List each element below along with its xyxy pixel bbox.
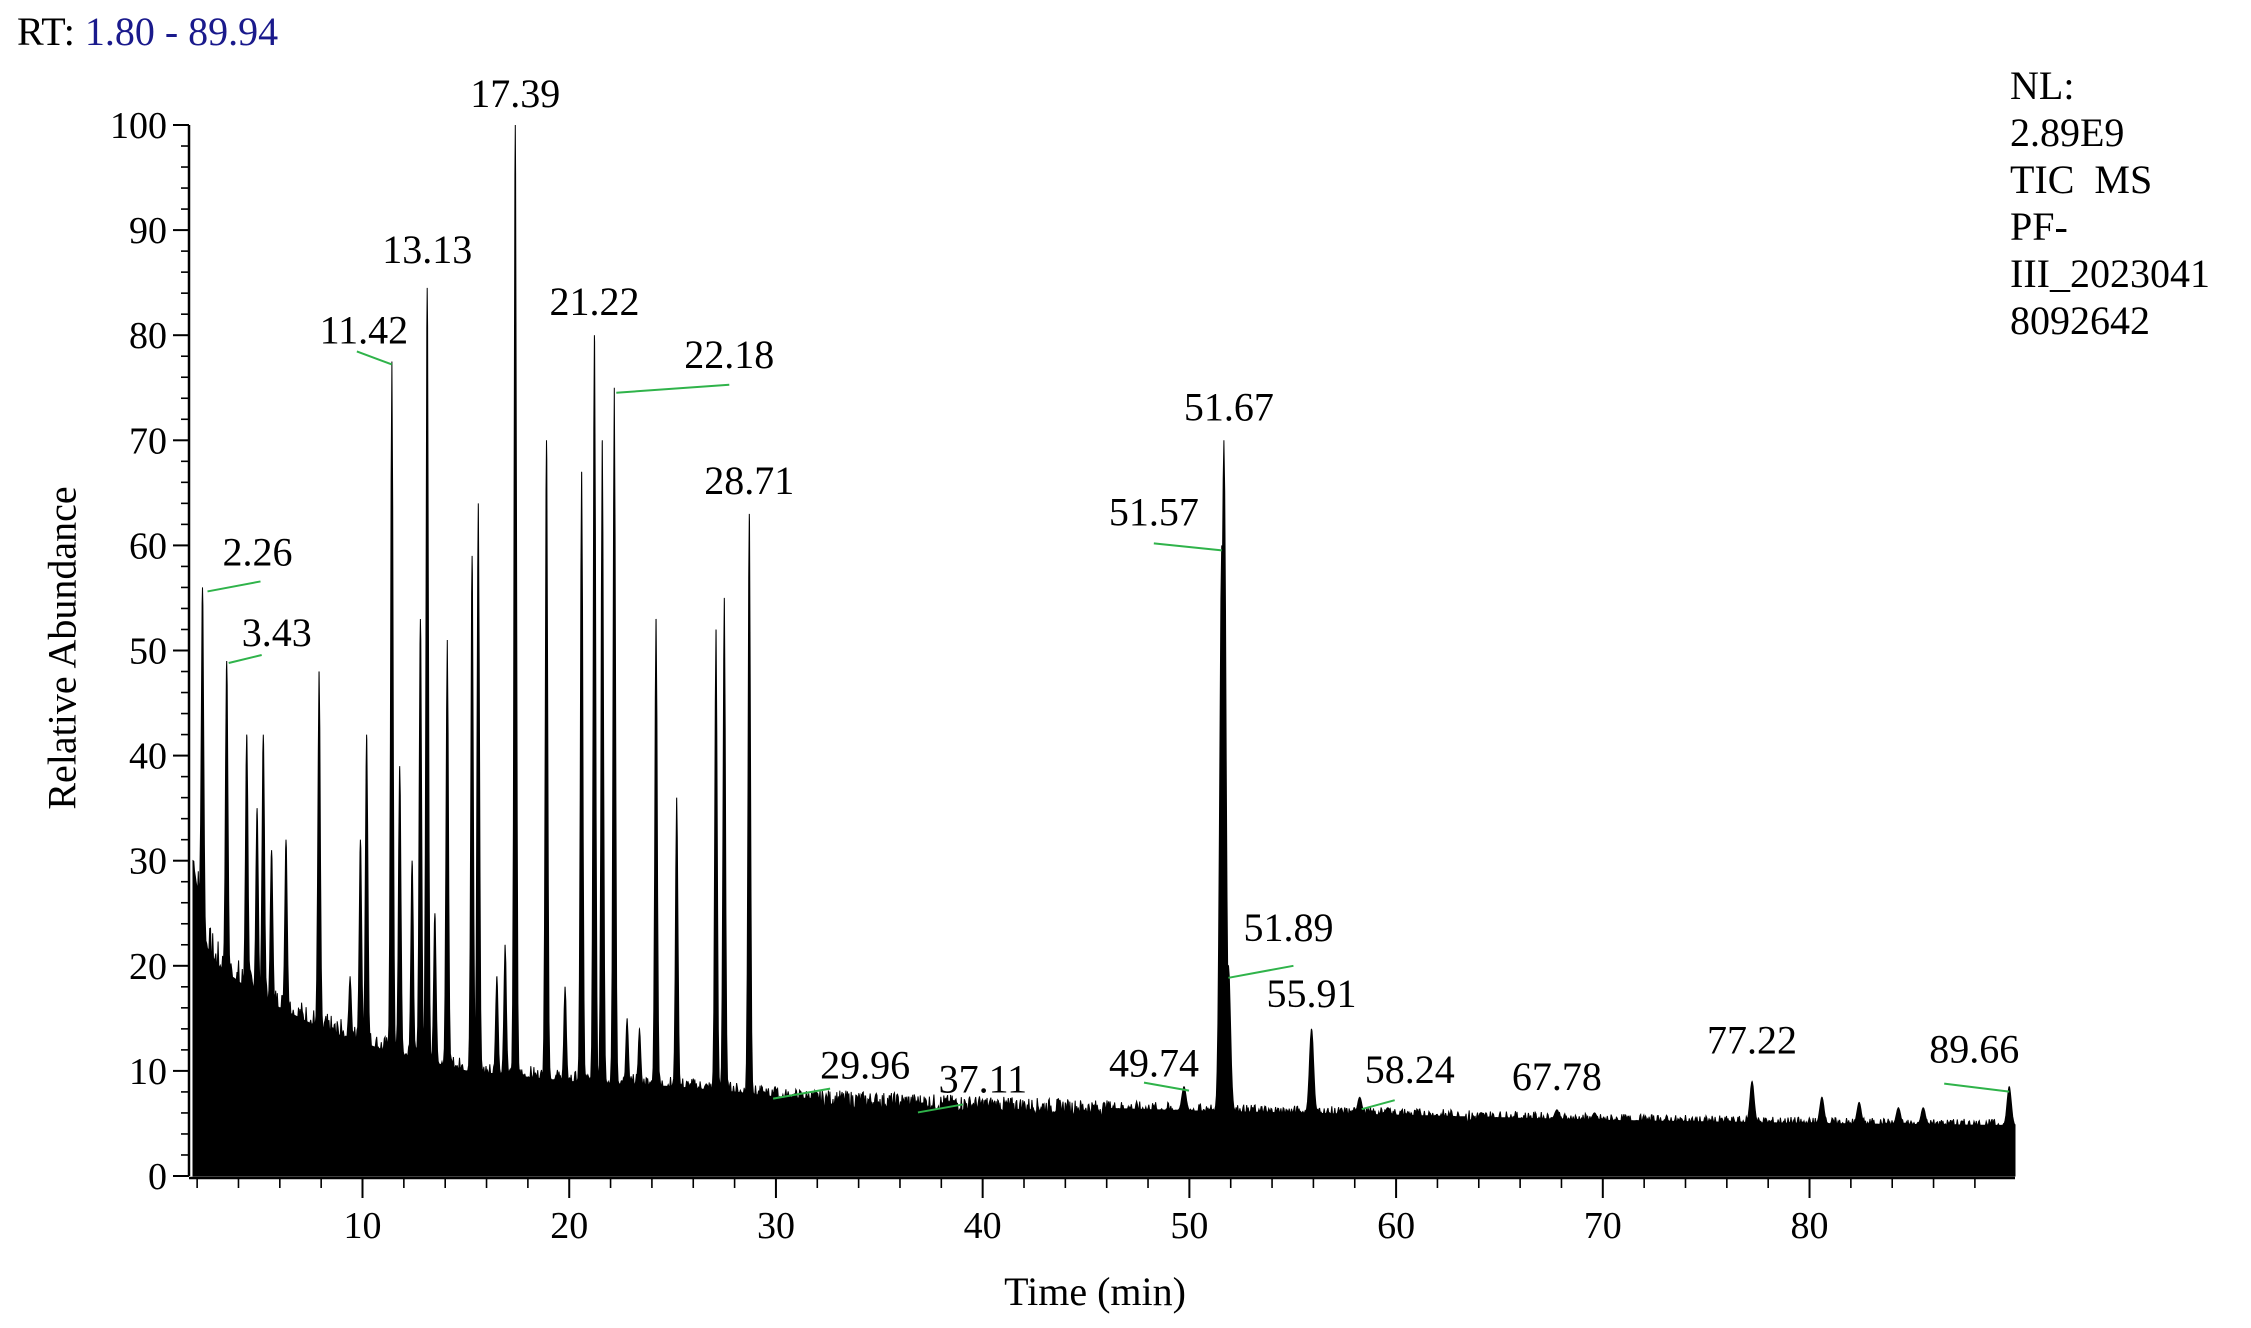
peak-label: 55.91 bbox=[1267, 971, 1357, 1016]
y-tick-label: 30 bbox=[129, 841, 167, 883]
peak-leader-line bbox=[207, 580, 261, 593]
peak-leader-line bbox=[917, 1103, 964, 1114]
rt-range-label: RT: 1.80 - 89.94 bbox=[17, 8, 278, 55]
nl-line-2: 2.89E9 bbox=[2010, 110, 2125, 155]
peak-label: 51.89 bbox=[1243, 905, 1333, 950]
tic-trace bbox=[192, 124, 2016, 1177]
peak-label: 21.22 bbox=[549, 279, 639, 324]
nl-line-5: III_2023041 bbox=[2010, 251, 2210, 296]
x-tick-label: 60 bbox=[1377, 1205, 1415, 1247]
x-tick-label: 30 bbox=[757, 1205, 795, 1247]
y-tick-label: 40 bbox=[129, 736, 167, 778]
nl-line-3: TIC MS bbox=[2010, 157, 2153, 202]
peak-leader-line bbox=[1228, 964, 1294, 979]
peak-label: 58.24 bbox=[1365, 1047, 1455, 1092]
x-tick-label: 70 bbox=[1584, 1205, 1622, 1247]
x-axis-label: Time (min) bbox=[1004, 1269, 1186, 1314]
y-tick-label: 60 bbox=[129, 525, 167, 567]
x-tick-label: 20 bbox=[550, 1205, 588, 1247]
rt-prefix: RT: bbox=[17, 9, 75, 54]
peak-label: 49.74 bbox=[1109, 1041, 1199, 1086]
peak-leader-line bbox=[1361, 1099, 1395, 1111]
rt-range-value: 1.80 - 89.94 bbox=[84, 9, 279, 54]
y-tick-label: 90 bbox=[129, 210, 167, 252]
peak-label: 3.43 bbox=[242, 610, 312, 655]
peak-label: 67.78 bbox=[1512, 1054, 1602, 1099]
peak-label: 51.67 bbox=[1184, 384, 1274, 429]
x-tick-label: 80 bbox=[1791, 1205, 1829, 1247]
y-tick-label: 10 bbox=[129, 1051, 167, 1093]
peak-label: 29.96 bbox=[820, 1043, 910, 1088]
peak-leader-line bbox=[1153, 542, 1222, 552]
peak-leader-line bbox=[228, 654, 262, 664]
peak-leader-line bbox=[1944, 1082, 2010, 1093]
peak-label: 17.39 bbox=[470, 71, 560, 116]
peak-label: 11.42 bbox=[320, 307, 409, 352]
axis-layer: 0 10 20 30 40 50 60 70 80 90 100 10 20 30 40 50 60 70 80 bbox=[110, 105, 2015, 1247]
x-tick-label: 50 bbox=[1170, 1205, 1208, 1247]
x-tick-label: 10 bbox=[344, 1205, 382, 1247]
peak-leader-line bbox=[356, 350, 393, 366]
x-tick-label: 40 bbox=[964, 1205, 1002, 1247]
peak-label: 37.11 bbox=[939, 1056, 1028, 1101]
y-tick-label: 50 bbox=[129, 631, 167, 673]
nl-line-1: NL: bbox=[2010, 63, 2075, 108]
peak-label-layer: 2.26 3.43 11.42 13.13 17.39 21.22 22.18 28.71 29… bbox=[207, 71, 2019, 1114]
y-tick-label: 80 bbox=[129, 315, 167, 357]
trace-layer bbox=[192, 124, 2016, 1177]
peak-label: 89.66 bbox=[1929, 1027, 2019, 1072]
nl-line-4: PF- bbox=[2010, 204, 2068, 249]
peak-label: 77.22 bbox=[1707, 1017, 1797, 1062]
normalization-info: NL: 2.89E9 TIC MS PF- III_2023041 809264… bbox=[2010, 62, 2210, 344]
peak-label: 22.18 bbox=[684, 332, 774, 377]
y-tick-label: 100 bbox=[110, 105, 167, 147]
peak-label: 28.71 bbox=[704, 458, 794, 503]
y-tick-label: 0 bbox=[148, 1156, 167, 1198]
y-tick-label: 70 bbox=[129, 420, 167, 462]
peak-leader-line bbox=[1143, 1081, 1190, 1092]
peak-leader-line bbox=[616, 383, 730, 394]
peak-leader-line bbox=[772, 1087, 831, 1100]
peak-label: 13.13 bbox=[382, 227, 472, 272]
peak-label: 2.26 bbox=[223, 529, 293, 574]
nl-line-6: 8092642 bbox=[2010, 298, 2150, 343]
peak-label: 51.57 bbox=[1109, 489, 1199, 534]
y-tick-label: 20 bbox=[129, 946, 167, 988]
